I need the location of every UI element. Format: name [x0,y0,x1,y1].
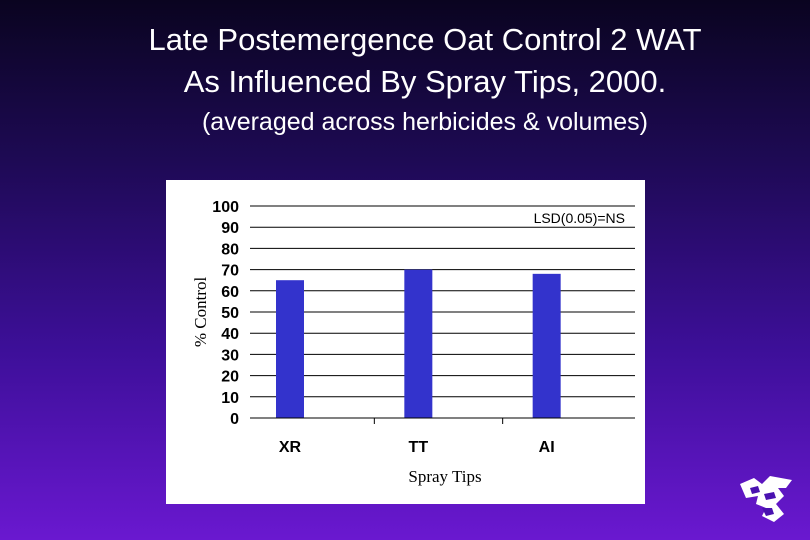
y-tick-label: 80 [221,241,239,258]
chart-panel: 0 10 20 30 40 50 60 70 80 90 100 XR TT AI LSD(0.05)=… [166,180,645,504]
y-tick-label: 90 [221,220,239,237]
bar-xr [276,280,304,418]
x-tick-label: TT [409,439,429,456]
bar-tt [404,269,433,418]
y-tick-label: 70 [221,263,239,280]
x-tick-label: XR [279,439,302,456]
y-tick-label: 100 [212,199,239,216]
y-tick-label: 40 [221,326,239,343]
chart-title-line-2: As Influenced By Spray Tips, 2000. [183,64,667,99]
x-axis-label: Spray Tips [408,467,481,486]
y-tick-labels: 0 10 20 30 40 50 60 70 80 90 100 [212,199,239,428]
x-tick-label: AI [539,439,555,456]
y-tick-label: 20 [221,369,239,386]
bar-chart: 0 10 20 30 40 50 60 70 80 90 100 XR TT AI LSD(0.05)=… [191,199,635,486]
powercat-logo-icon [740,476,792,522]
axes [250,417,635,424]
x-tick-labels: XR TT AI [279,439,555,456]
y-tick-label: 10 [221,390,239,407]
y-tick-label: 0 [230,411,239,428]
gridlines [250,205,635,398]
lsd-annotation: LSD(0.05)=NS [534,210,625,226]
chart-title-line-1: Late Postemergence Oat Control 2 WAT [148,22,702,57]
bars [276,269,561,418]
y-tick-label: 50 [221,305,239,322]
y-tick-label: 60 [221,284,239,301]
bar-ai [532,273,561,418]
y-tick-label: 30 [221,347,239,364]
y-axis-label: % Control [191,277,210,348]
chart-subtitle: (averaged across herbicides & volumes) [201,108,649,136]
